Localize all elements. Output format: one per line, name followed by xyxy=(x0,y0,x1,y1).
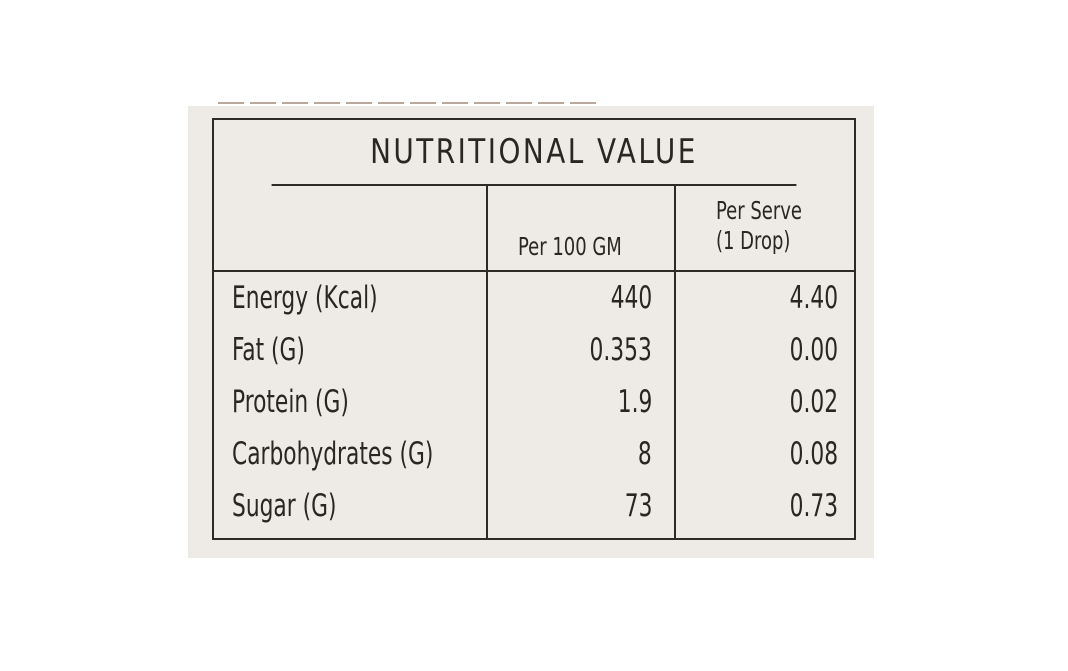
header-per-100: Per 100 GM xyxy=(518,232,622,261)
nutrition-table: NUTRITIONAL VALUE Per 100 GM Per Serve (… xyxy=(212,118,856,540)
row-value-per-100: 1.9 xyxy=(617,384,652,420)
row-value-per-serve: 0.73 xyxy=(789,488,838,524)
row-value-per-serve: 0.02 xyxy=(789,384,838,420)
column-divider xyxy=(486,186,488,538)
header-per-serve: Per Serve (1 Drop) xyxy=(716,196,802,256)
row-label: Sugar (G) xyxy=(232,488,337,524)
row-value-per-100: 0.353 xyxy=(589,332,652,368)
row-value-per-serve: 4.40 xyxy=(789,280,838,316)
row-label: Fat (G) xyxy=(232,332,305,368)
row-label: Energy (Kcal) xyxy=(232,280,378,316)
row-value-per-serve: 0.00 xyxy=(789,332,838,368)
header-divider xyxy=(214,270,854,272)
row-value-per-100: 440 xyxy=(610,280,652,316)
row-label: Carbohydrates (G) xyxy=(232,436,434,472)
cut-off-text-fragment xyxy=(218,92,698,110)
label-photo: NUTRITIONAL VALUE Per 100 GM Per Serve (… xyxy=(188,102,874,558)
row-value-per-100: 8 xyxy=(638,436,652,472)
header-per-serve-line2: (1 Drop) xyxy=(716,226,791,255)
table-title: NUTRITIONAL VALUE xyxy=(271,120,797,186)
row-value-per-100: 73 xyxy=(624,488,652,524)
row-label: Protein (G) xyxy=(232,384,349,420)
column-divider xyxy=(674,186,676,538)
header-per-serve-line1: Per Serve xyxy=(716,196,802,225)
row-value-per-serve: 0.08 xyxy=(789,436,838,472)
